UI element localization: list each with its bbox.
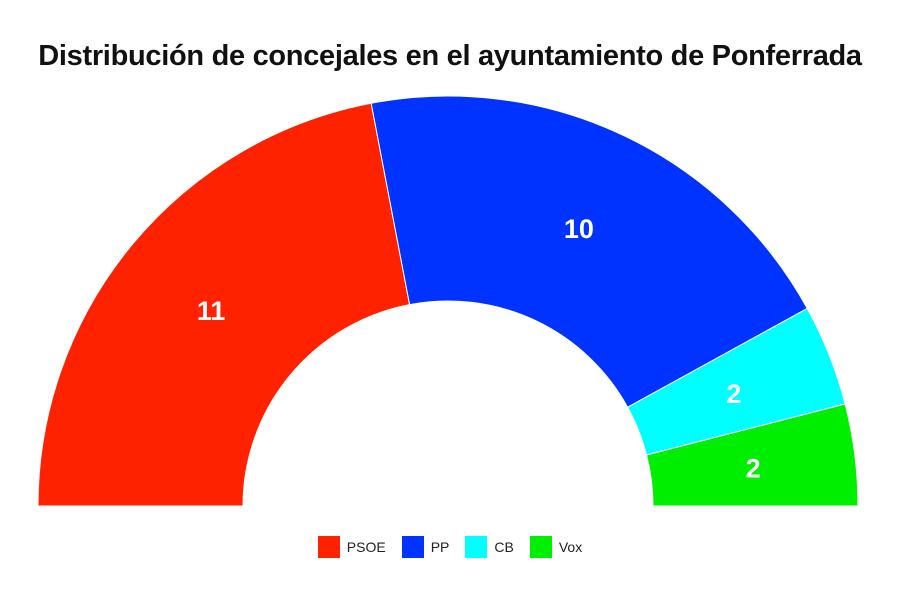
legend-item-cb[interactable]: CB [465, 536, 514, 558]
slice-vox[interactable] [645, 403, 859, 507]
legend-swatch-cb [465, 536, 488, 558]
legend-label-cb: CB [494, 539, 514, 555]
slice-psoe[interactable] [37, 102, 411, 507]
legend-item-pp[interactable]: PP [401, 536, 450, 558]
data-label-vox: 2 [746, 454, 761, 484]
slices-group [37, 95, 859, 507]
legend: PSOE PP CB Vox [0, 536, 900, 558]
legend-item-vox[interactable]: Vox [529, 536, 583, 558]
legend-swatch-vox [529, 536, 552, 558]
legend-item-psoe[interactable]: PSOE [317, 536, 386, 558]
data-label-pp: 10 [564, 214, 594, 244]
data-labels-group: 11 10 2 2 [197, 214, 761, 484]
chart-title: Distribución de concejales en el ayuntam… [38, 40, 862, 72]
slice-pp[interactable] [370, 95, 808, 408]
legend-swatch-pp [401, 536, 424, 558]
legend-swatch-psoe [317, 536, 340, 558]
legend-label-pp: PP [430, 539, 450, 555]
legend-label-vox: Vox [558, 539, 583, 555]
data-label-cb: 2 [726, 379, 741, 409]
legend-label-psoe: PSOE [346, 539, 386, 555]
data-label-psoe: 11 [197, 296, 226, 326]
